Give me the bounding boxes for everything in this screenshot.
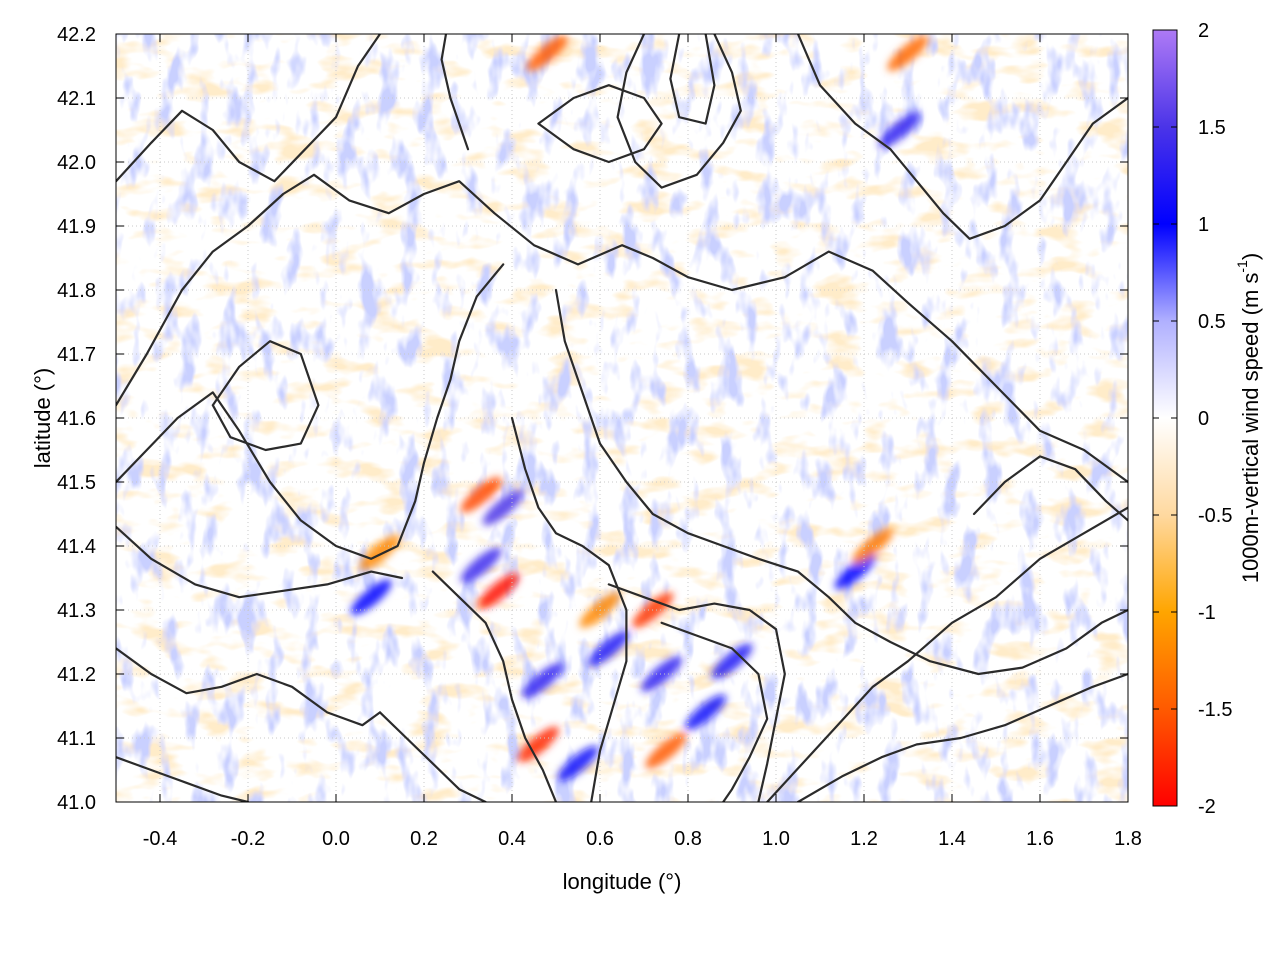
colorbar-title-main: 1000m-vertical wind speed (m s xyxy=(1238,273,1263,584)
downdraft-cell xyxy=(526,35,568,72)
plot-area xyxy=(115,33,1129,803)
colorbar-tick-label: 1 xyxy=(1198,214,1209,236)
downdraft-cell xyxy=(517,726,559,763)
colorbar-tick-label: 0 xyxy=(1198,408,1209,430)
y-tick-label: 42.2 xyxy=(57,24,96,46)
contour-line xyxy=(378,711,487,802)
colorbar-title-sup: -1 xyxy=(1234,260,1250,273)
y-tick-label: 41.3 xyxy=(57,600,96,622)
downdraft-cell xyxy=(478,572,520,609)
colorbar-tick-label: 0.5 xyxy=(1198,311,1226,333)
contour-line xyxy=(616,34,742,189)
x-tick-label: 1.0 xyxy=(762,828,790,850)
y-tick-label: 41.5 xyxy=(57,472,96,494)
contour-line xyxy=(537,84,663,164)
colorbar-tick-label: -1.5 xyxy=(1198,699,1232,721)
y-axis: 41.0 41.1 41.2 41.3 41.4 41.5 41.6 41.7 41.8 41.9… xyxy=(57,24,1128,814)
updraft-cell xyxy=(557,745,599,782)
x-tick-label: -0.2 xyxy=(231,828,265,850)
updraft-cell xyxy=(588,630,630,667)
x-tick-label: 0.4 xyxy=(498,828,526,850)
updraft-cell xyxy=(685,694,727,731)
x-tick-label: 1.4 xyxy=(938,828,966,850)
colorbar-tick-label: -0.5 xyxy=(1198,505,1232,527)
updraft-cell xyxy=(834,553,876,590)
x-axis: -0.4 -0.2 0.0 0.2 0.4 0.6 0.8 1.0 1.2 1.4 1.6 1.8 xyxy=(143,34,1142,850)
updraft-cell xyxy=(641,656,683,692)
contour-line xyxy=(766,506,1128,802)
contour-line xyxy=(972,455,1128,522)
contour-line xyxy=(669,34,716,125)
updraft-cell xyxy=(482,489,524,526)
contour-line xyxy=(116,34,382,183)
y-tick-label: 41.2 xyxy=(57,664,96,686)
contour-line xyxy=(554,288,1128,676)
terrain-contours xyxy=(116,34,1128,802)
colorbar-tick-label: 2 xyxy=(1198,20,1209,42)
contour-line xyxy=(440,34,470,151)
colorbar-title: 1000m-vertical wind speed (m s-1) xyxy=(1234,253,1263,583)
y-tick-label: 41.1 xyxy=(57,728,96,750)
downdraft-cell xyxy=(887,35,929,72)
colorbar-tick-label: -1 xyxy=(1198,602,1216,624)
colorbar-tick-label: 1.5 xyxy=(1198,117,1226,139)
contour-line xyxy=(116,756,250,802)
updraft-cell xyxy=(350,579,392,616)
y-tick-label: 42.0 xyxy=(57,152,96,174)
contour-line xyxy=(116,647,382,727)
contour-line xyxy=(431,570,558,802)
x-tick-label: 0.8 xyxy=(674,828,702,850)
y-tick-label: 42.1 xyxy=(57,88,96,110)
updraft-cell xyxy=(711,643,753,680)
wind-extremes xyxy=(350,35,929,782)
x-tick-label: 1.2 xyxy=(850,828,878,850)
y-tick-label: 41.7 xyxy=(57,344,96,366)
x-tick-label: 0.0 xyxy=(322,828,350,850)
y-tick-label: 41.8 xyxy=(57,280,96,302)
contour-line xyxy=(796,34,1128,240)
colorbar-tick-label: -2 xyxy=(1198,796,1216,818)
x-tick-label: -0.4 xyxy=(143,828,177,850)
contour-line xyxy=(510,416,628,802)
downdraft-cell xyxy=(645,732,687,769)
y-tick-label: 41.4 xyxy=(57,536,96,558)
colorbar: -2 -1.5 -1 -0.5 0 0.5 1 1.5 2 1000m-vertical win… xyxy=(1152,20,1263,818)
y-tick-label: 41.0 xyxy=(57,792,96,814)
x-tick-label: 0.2 xyxy=(410,828,438,850)
updraft-cell xyxy=(522,662,564,699)
colorbar-ticks: -2 -1.5 -1 -0.5 0 0.5 1 1.5 2 xyxy=(1153,20,1232,818)
contour-line xyxy=(116,263,505,560)
downdraft-cell xyxy=(359,534,401,571)
updraft-cell xyxy=(878,112,920,148)
downdraft-cell xyxy=(460,476,502,513)
y-axis-title: latitude (°) xyxy=(30,368,55,469)
y-tick-label: 41.9 xyxy=(57,216,96,238)
updraft-cell xyxy=(460,547,502,584)
contour-line xyxy=(211,340,320,452)
x-axis-title: longitude (°) xyxy=(563,869,682,894)
contour-line xyxy=(607,583,786,802)
y-tick-label: 41.6 xyxy=(57,408,96,430)
x-tick-label: 1.8 xyxy=(1114,828,1142,850)
contour-line xyxy=(796,672,1128,802)
x-tick-label: 0.6 xyxy=(586,828,614,850)
colorbar-title-end: ) xyxy=(1238,253,1263,260)
contour-line xyxy=(660,621,769,802)
contour-line xyxy=(116,173,1128,484)
x-tick-label: 1.6 xyxy=(1026,828,1054,850)
contour-line xyxy=(116,525,404,599)
